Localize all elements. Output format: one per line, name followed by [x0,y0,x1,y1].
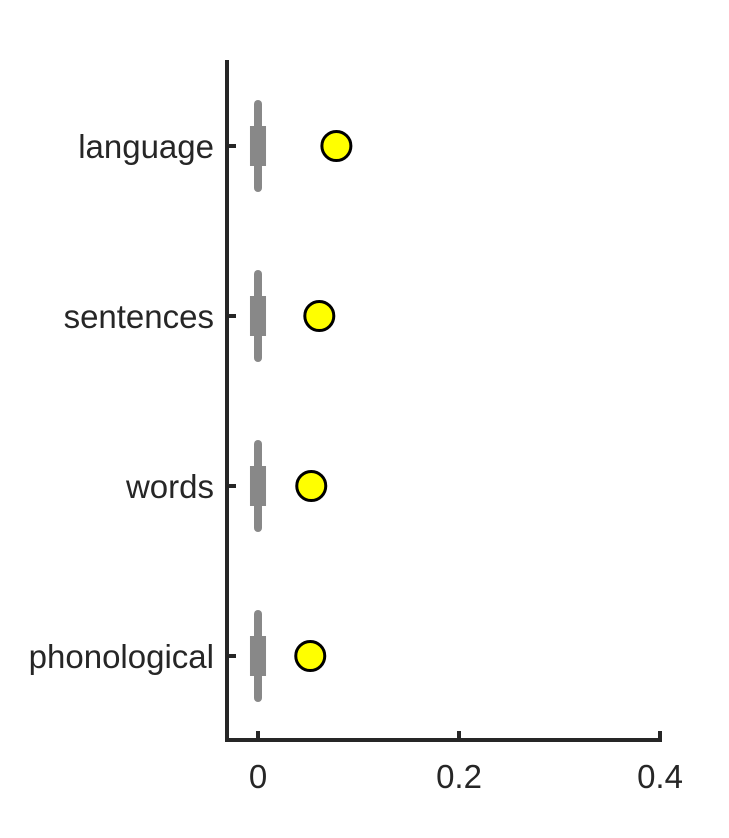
x-tick-label: 0.4 [637,758,683,795]
null-box [249,126,267,166]
y-tick-label: words [125,468,214,505]
data-point-phonological [294,640,327,672]
null-box [249,636,267,676]
x-tick-label: 0.2 [436,758,482,795]
null-box [249,296,267,336]
data-point-language [320,130,353,162]
x-tick-label: 0 [249,758,267,795]
y-tick-label: sentences [64,298,214,335]
y-tick-label: phonological [29,638,214,675]
data-points [294,130,353,672]
data-point-sentences [303,300,336,332]
ticks: language sentences words phonological 0 0.2 0.… [29,128,683,795]
null-distribution-layer [249,100,267,702]
axes [225,60,662,742]
y-tick-label: language [78,128,214,165]
null-box [249,466,267,506]
data-point-words [295,470,328,502]
